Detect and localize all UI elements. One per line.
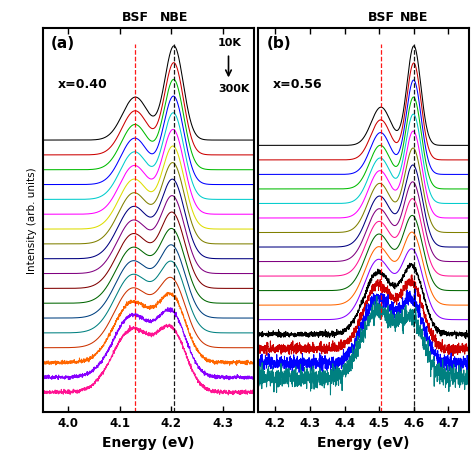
Text: NBE: NBE — [400, 11, 428, 24]
Text: 10K: 10K — [218, 38, 242, 48]
Text: BSF: BSF — [367, 11, 394, 24]
X-axis label: Energy (eV): Energy (eV) — [318, 436, 410, 450]
Text: NBE: NBE — [160, 11, 188, 24]
Text: x=0.56: x=0.56 — [273, 78, 322, 91]
Text: x=0.40: x=0.40 — [57, 78, 107, 91]
Text: 300K: 300K — [218, 84, 249, 94]
X-axis label: Energy (eV): Energy (eV) — [102, 436, 194, 450]
Y-axis label: Intensity (arb. units): Intensity (arb. units) — [27, 167, 37, 273]
Text: (b): (b) — [266, 36, 291, 51]
Text: BSF: BSF — [122, 11, 149, 24]
Text: (a): (a) — [51, 36, 75, 51]
